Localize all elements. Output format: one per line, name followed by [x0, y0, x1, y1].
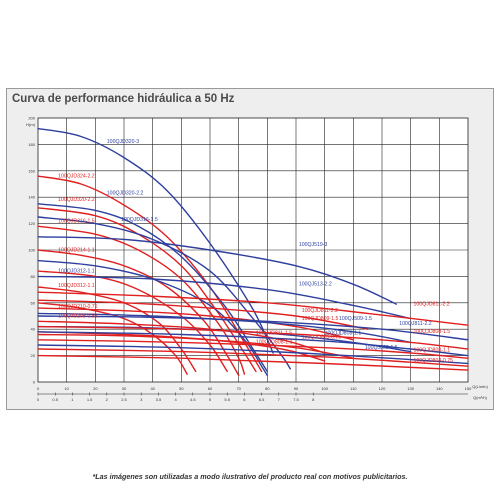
- series-label: 100QJ808-1.5: [365, 345, 398, 351]
- series-label: 100QJD811-2.2: [302, 308, 338, 314]
- x2-tick-label: 1.5: [87, 397, 93, 402]
- x2-tick-label: 7: [278, 397, 281, 402]
- series-line: [37, 203, 268, 373]
- x-tick-label: 140: [436, 386, 443, 391]
- series-line: [37, 320, 326, 354]
- series-label: 100QJ513-2.2: [299, 282, 332, 288]
- series-line: [37, 307, 354, 341]
- y-tick-label: 200: [28, 116, 35, 121]
- series-line: [37, 348, 469, 367]
- x2-tick-label: 0: [37, 397, 40, 402]
- series-label: 100QJ509-1.5: [339, 316, 372, 322]
- x-tick-label: 150: [465, 386, 472, 391]
- x2-tick-label: 8: [312, 397, 315, 402]
- x-tick-label: 60: [208, 386, 213, 391]
- series-label: 100QJD808-1.5: [414, 329, 451, 335]
- y-axis-label: H(m): [26, 122, 36, 127]
- x-tick-label: 80: [265, 386, 270, 391]
- series-label: 100QJD210-0.75: [58, 304, 98, 310]
- series-label: 100QJD805-0.75: [302, 334, 342, 340]
- y-tick-label: 160: [28, 168, 35, 173]
- series-label: 100QJD811-2.2: [414, 301, 450, 307]
- chart-title: Curva de performance hidráulica a 50 Hz: [12, 93, 235, 105]
- x-tick-label: 50: [179, 386, 184, 391]
- x-tick-label: 130: [407, 386, 414, 391]
- series-label: 100QJ519-3: [299, 242, 328, 248]
- series-line: [37, 127, 274, 354]
- x2-tick-label: 4.5: [190, 397, 196, 402]
- series-line: [37, 339, 469, 359]
- series-label: 100QJD804-0.75: [414, 358, 454, 364]
- series-group: 100QJD320-3 100QJD324-2.2 100QJD320-2.2 100…: [37, 127, 469, 377]
- y-tick-label: 140: [28, 195, 35, 200]
- series-line: [37, 325, 469, 350]
- x2-tick-label: 5: [209, 397, 212, 402]
- x2-tick-label: 6: [243, 397, 246, 402]
- y-tick-label: 20: [31, 353, 36, 358]
- x2-tick-label: 3.5: [156, 397, 162, 402]
- x-tick-label: 40: [150, 386, 155, 391]
- x2-tick-label: 6.5: [259, 397, 265, 402]
- x-tick-label: 0: [37, 386, 40, 391]
- series-label: 100QJD208-0.55: [58, 313, 98, 319]
- series-label: 100QJD809-1.5: [302, 316, 339, 322]
- y-tick-label: 180: [28, 142, 35, 147]
- series-label: 100QJD320-3: [107, 139, 139, 145]
- series-label: 100QJD811-1.5: [256, 330, 292, 336]
- x2-tick-label: 2: [106, 397, 109, 402]
- series-line: [37, 344, 469, 365]
- series-label: 100QJD320-2.2: [107, 191, 144, 197]
- disclaimer-note: *Las imágenes son utilizadas a modo ilus…: [92, 472, 408, 481]
- x-axis-label: Q(L/min): [472, 384, 488, 389]
- series-label: 100QJD312-1.1: [58, 268, 95, 274]
- x-tick-label: 100: [321, 386, 328, 391]
- series-line: [37, 299, 369, 330]
- x2-tick-label: 1: [71, 397, 74, 402]
- series-label: 100QJD312-1.1: [58, 283, 95, 289]
- series-line: [37, 331, 469, 357]
- y-tick-label: 80: [31, 274, 36, 279]
- series-line: [37, 275, 412, 320]
- series-line: [37, 354, 469, 371]
- x-tick-label: 20: [93, 386, 98, 391]
- x-tick-label: 110: [350, 386, 357, 391]
- series-label: 100QJD808-1.1: [256, 340, 293, 346]
- x-tick-label: 90: [294, 386, 299, 391]
- series-line: [37, 291, 469, 326]
- series-label: 100QJD316-1.5: [121, 217, 158, 223]
- x2-tick-label: 4: [174, 397, 177, 402]
- series-line: [37, 315, 469, 341]
- x-tick-label: 120: [379, 386, 386, 391]
- x-tick-label: 10: [64, 386, 69, 391]
- series-label: 100QJD316-1.5: [58, 218, 95, 224]
- series-line: [37, 270, 228, 373]
- series-label: 100QJ811-2.2: [399, 321, 432, 327]
- x2-tick-label: 2.5: [121, 397, 127, 402]
- series-label: 100QJD320-2.2: [58, 197, 95, 203]
- x2-tick-label: 0.5: [52, 397, 58, 402]
- x2-tick-label: 5.5: [224, 397, 230, 402]
- series-line: [37, 236, 397, 305]
- series-line: [37, 259, 268, 377]
- x-tick-label: 30: [122, 386, 127, 391]
- y-tick-label: 120: [28, 221, 35, 226]
- y-tick-label: 60: [31, 300, 36, 305]
- x2-axis-label: Q(m³/h): [473, 395, 487, 400]
- y-tick-label: 0: [33, 380, 36, 385]
- series-line: [37, 312, 412, 344]
- x-tick-label: 70: [236, 386, 241, 391]
- y-tick-label: 40: [31, 327, 36, 332]
- y-tick-label: 100: [28, 248, 35, 253]
- series-label: 100QJD214-1.1: [58, 247, 95, 253]
- x2-tick-label: 7.5: [293, 397, 299, 402]
- series-label: 100QJD324-2.2: [58, 173, 95, 179]
- series-line: [37, 207, 257, 373]
- series-line: [37, 249, 240, 377]
- x2-tick-label: 3: [140, 397, 143, 402]
- series-line: [37, 302, 188, 375]
- series-label: 100QJD808-1.1: [325, 330, 362, 336]
- series-label: 100QJD808-1.1: [414, 348, 451, 354]
- series-line: [37, 225, 246, 375]
